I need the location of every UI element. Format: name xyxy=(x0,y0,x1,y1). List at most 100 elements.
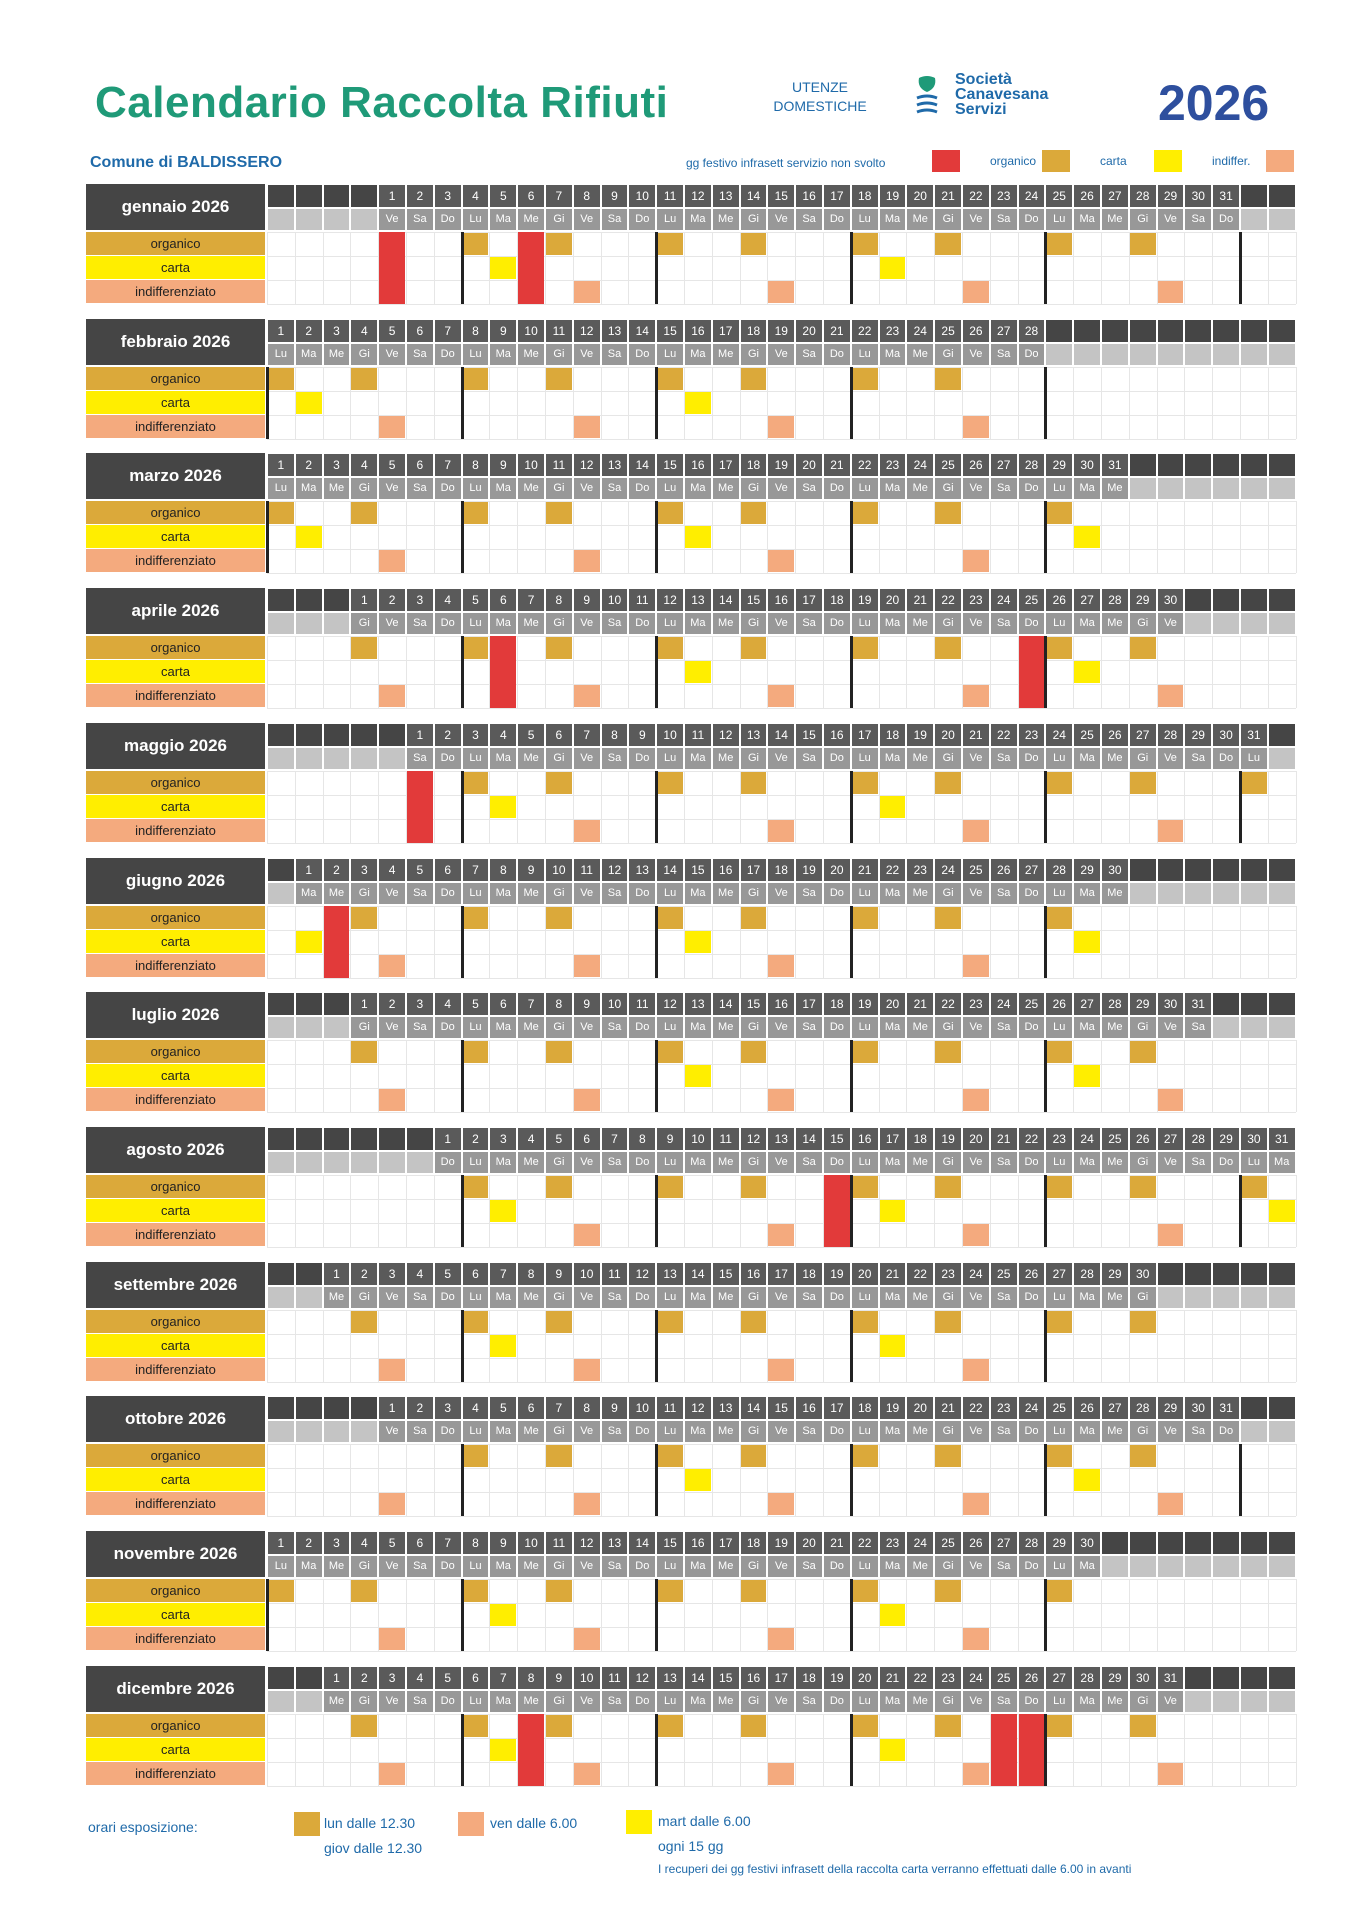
grid-line xyxy=(1101,1713,1102,1786)
day-number: 29 xyxy=(1102,1262,1128,1285)
empty-day-cell xyxy=(1268,858,1295,881)
month-label: settembre 2026 xyxy=(86,1261,265,1308)
weekday-label: Sa xyxy=(990,613,1017,635)
grid-line xyxy=(267,1713,268,1786)
day-number: 13 xyxy=(629,858,656,881)
grid-line xyxy=(267,304,1296,305)
grid-line xyxy=(1295,232,1297,304)
weekday-label: Ve xyxy=(963,478,989,500)
organico-mark xyxy=(657,1310,683,1333)
grid-line xyxy=(906,770,908,843)
week-separator xyxy=(460,1309,464,1382)
day-number: 19 xyxy=(935,1127,961,1150)
grid-line xyxy=(350,770,352,843)
grid-line xyxy=(934,501,936,574)
weekday-label: Ma xyxy=(685,1421,711,1443)
day-number: 17 xyxy=(851,723,878,746)
grid-line xyxy=(406,636,407,709)
day-number: 7 xyxy=(434,454,461,477)
empty-weekday-cell xyxy=(295,1421,322,1443)
day-number: 1 xyxy=(351,993,378,1016)
empty-weekday-cell xyxy=(1268,747,1295,769)
weekday-label: Do xyxy=(1018,747,1045,769)
organico-mark xyxy=(351,906,378,929)
carta-mark xyxy=(1074,661,1100,684)
indifferenziato-mark xyxy=(963,1089,989,1112)
day-number: 24 xyxy=(990,993,1017,1016)
day-number: 19 xyxy=(851,589,878,612)
weekday-label: Lu xyxy=(851,478,878,500)
grid-line xyxy=(1295,1309,1297,1382)
weekday-label: Ma xyxy=(490,478,517,500)
weekday-label: Gi xyxy=(351,613,378,635)
empty-day-cell xyxy=(1157,1262,1184,1285)
weekday-label: Gi xyxy=(740,613,767,635)
indifferenziato-mark xyxy=(963,415,989,438)
organico-mark xyxy=(546,502,572,525)
weekday-label: Lu xyxy=(462,209,489,230)
day-number: 28 xyxy=(1018,319,1045,342)
weekday-label: Lu xyxy=(1046,1017,1073,1039)
grid-line xyxy=(1156,636,1158,709)
weekday-label: Do xyxy=(434,882,461,904)
grid-line xyxy=(267,1713,1296,1715)
day-number: 1 xyxy=(379,1397,405,1420)
carta-mark xyxy=(879,1604,906,1626)
grid-line xyxy=(767,905,769,978)
grid-line xyxy=(294,1444,296,1517)
week-separator xyxy=(1239,232,1242,304)
weekday-label: Gi xyxy=(740,1286,767,1308)
weekday-label: Ma xyxy=(685,747,711,769)
organico-mark xyxy=(851,1175,878,1198)
weekday-label: Sa xyxy=(796,343,822,365)
day-number: 15 xyxy=(712,1666,739,1689)
grid-line xyxy=(294,1174,296,1247)
weekday-label: Me xyxy=(712,209,739,230)
day-number: 27 xyxy=(1102,1397,1128,1420)
weekday-label: Lu xyxy=(851,1286,878,1308)
day-number: 24 xyxy=(990,589,1017,612)
day-number: 27 xyxy=(990,319,1017,342)
grid-line xyxy=(378,1713,380,1786)
weekday-label: Me xyxy=(907,1690,934,1712)
day-number: 25 xyxy=(1018,589,1045,612)
day-number: 13 xyxy=(601,454,628,477)
grid-line xyxy=(711,1040,713,1113)
day-number: 6 xyxy=(407,454,433,477)
weekday-label: Sa xyxy=(990,343,1017,365)
weekday-label: Lu xyxy=(657,343,683,365)
empty-weekday-cell xyxy=(1268,1690,1295,1712)
day-number: 14 xyxy=(629,1532,656,1554)
footer-carta-line2: ogni 15 gg xyxy=(658,1838,724,1854)
weekday-label: Gi xyxy=(1129,209,1156,230)
weekday-label: Sa xyxy=(407,209,433,230)
weekday-label: Me xyxy=(323,1286,350,1308)
empty-weekday-cell xyxy=(1268,882,1295,904)
week-separator xyxy=(849,1309,853,1382)
empty-day-cell xyxy=(1268,993,1295,1016)
day-number: 18 xyxy=(824,589,850,612)
grid-line xyxy=(350,232,352,304)
day-number: 14 xyxy=(685,1262,711,1285)
indifferenziato-mark xyxy=(573,550,600,573)
empty-day-cell xyxy=(1185,589,1212,612)
grid-line xyxy=(989,232,991,304)
grid-line xyxy=(294,1309,296,1382)
grid-line xyxy=(267,1381,1296,1383)
day-number: 13 xyxy=(712,185,739,207)
grid-line xyxy=(767,1444,769,1517)
grid-line xyxy=(294,1713,296,1786)
empty-weekday-cell xyxy=(1241,343,1267,365)
grid-line xyxy=(739,905,741,978)
day-number: 13 xyxy=(601,319,628,342)
footer-carta-line1: mart dalle 6.00 xyxy=(658,1813,751,1829)
empty-day-cell xyxy=(295,1262,322,1285)
grid-line xyxy=(267,1737,1296,1739)
day-number: 9 xyxy=(490,454,517,477)
grid-line xyxy=(767,770,769,843)
weekday-label: Ve xyxy=(379,1556,405,1577)
day-number: 3 xyxy=(490,1127,517,1150)
empty-day-cell xyxy=(1046,319,1073,342)
day-number: 16 xyxy=(768,589,795,612)
grid-line xyxy=(1184,501,1186,574)
